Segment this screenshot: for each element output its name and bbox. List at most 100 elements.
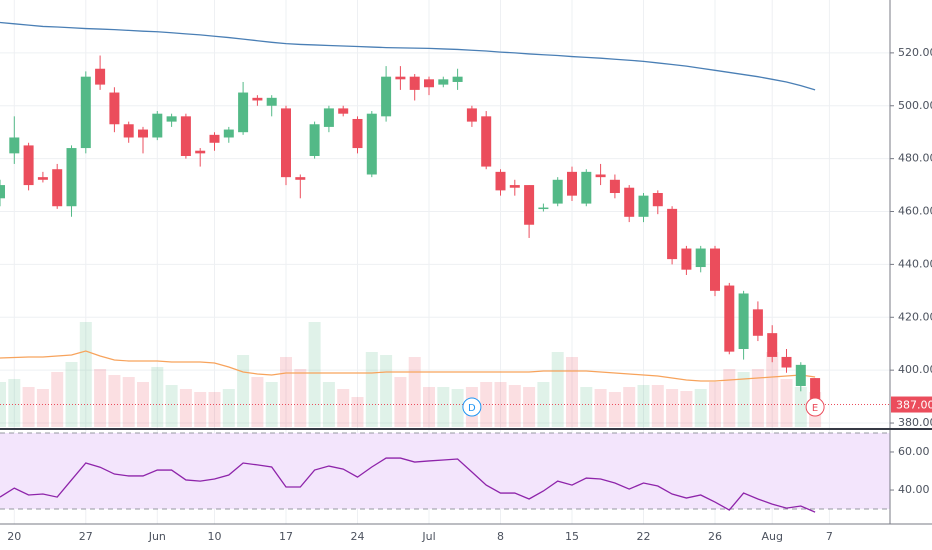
y-tick-label: 40.00	[898, 483, 930, 496]
candle-body	[609, 179, 620, 194]
candle-body	[381, 76, 392, 117]
volume-bar	[194, 392, 207, 427]
candle-body	[438, 79, 449, 85]
candle-body	[767, 333, 778, 357]
volume-bar	[79, 322, 92, 427]
volume-bar	[151, 367, 164, 427]
volume-bar	[494, 382, 507, 427]
rsi-band	[0, 432, 890, 510]
candle-body	[52, 169, 63, 207]
x-tick-label: 8	[497, 530, 504, 543]
candle-body	[495, 171, 506, 191]
volume-bar	[251, 377, 264, 427]
volume-bar	[51, 372, 64, 427]
y-tick-label: 480.00	[898, 152, 932, 165]
volume-bar	[594, 389, 607, 427]
volume-bar	[308, 322, 321, 427]
x-tick-label: Jul	[421, 530, 435, 543]
volume-bar	[794, 387, 807, 427]
volume-bar	[36, 389, 49, 427]
volume-bar	[780, 379, 793, 427]
candle-body	[23, 145, 34, 186]
volume-bar	[637, 385, 650, 427]
volume-bar	[694, 389, 707, 427]
candle-body	[781, 356, 792, 368]
candle-body	[195, 150, 206, 154]
volume-bar	[137, 382, 149, 427]
volume-bar	[65, 362, 78, 427]
candle-body	[9, 137, 20, 154]
volume-bar	[394, 377, 407, 427]
volume-bar	[108, 375, 121, 427]
volume-bar	[365, 352, 378, 427]
y-tick-label: 500.00	[898, 99, 932, 112]
candle-body	[595, 174, 606, 178]
x-tick-label: 27	[79, 530, 93, 543]
candle-body	[266, 97, 277, 106]
candle-body	[366, 113, 377, 175]
y-tick-label: 380.00	[898, 416, 932, 429]
candle-body	[552, 179, 563, 204]
last-price-box	[891, 396, 932, 413]
candle-body	[724, 285, 735, 352]
candle-body	[538, 207, 549, 210]
candle-body	[338, 108, 349, 114]
volume-ma-line	[0, 350, 816, 382]
candle-body	[424, 79, 434, 88]
candle-body	[123, 124, 134, 138]
volume-bar	[608, 392, 621, 427]
volume-bar	[408, 357, 421, 427]
candle-body	[166, 116, 177, 122]
x-tick-label: 17	[279, 530, 293, 543]
volume-bar	[294, 369, 307, 427]
volume-bar	[737, 372, 750, 427]
candle-body	[810, 378, 821, 400]
volume-bar	[94, 369, 107, 427]
candle-body	[695, 248, 706, 268]
volume-bar	[508, 385, 521, 427]
event-marker-label: E	[812, 403, 818, 414]
candle-body	[710, 248, 720, 291]
candle-body	[238, 92, 249, 133]
candle-body	[509, 185, 520, 188]
x-tick-label: 20	[7, 530, 21, 543]
volume-bar	[437, 387, 450, 427]
candle-body	[109, 92, 120, 125]
volume-bar	[280, 357, 292, 427]
candle-body	[66, 148, 77, 207]
volume-bar	[322, 382, 335, 427]
volume-bar	[122, 377, 135, 427]
candle-body	[95, 68, 106, 85]
candle-body	[752, 309, 763, 336]
x-tick-label: 10	[208, 530, 222, 543]
volume-bar	[551, 352, 564, 427]
volume-bar	[651, 385, 664, 427]
candle-body	[37, 177, 48, 180]
volume-bar	[766, 352, 779, 427]
event-marker	[462, 397, 482, 417]
volume-bar	[423, 387, 435, 427]
rsi-line	[0, 457, 816, 513]
candle-body	[738, 293, 749, 350]
candle-body	[395, 76, 406, 80]
candle-body	[152, 113, 163, 138]
volume-bar	[165, 385, 178, 427]
candle-body	[667, 208, 678, 260]
x-tick-label: 24	[351, 530, 365, 543]
candle-body	[638, 195, 649, 217]
volume-bar	[523, 387, 536, 427]
candle-body	[309, 124, 320, 156]
volume-bar	[265, 382, 278, 427]
volume-bar	[380, 355, 393, 427]
volume-bar	[623, 387, 636, 427]
volume-bar	[237, 355, 250, 427]
candle-body	[524, 185, 535, 225]
candle-body	[581, 171, 592, 204]
volume-bar	[723, 369, 736, 427]
candle-body	[481, 116, 492, 167]
x-tick-label: Jun	[148, 530, 166, 543]
candle-body	[624, 187, 635, 217]
x-tick-label: 15	[565, 530, 579, 543]
candle-body	[652, 193, 663, 207]
